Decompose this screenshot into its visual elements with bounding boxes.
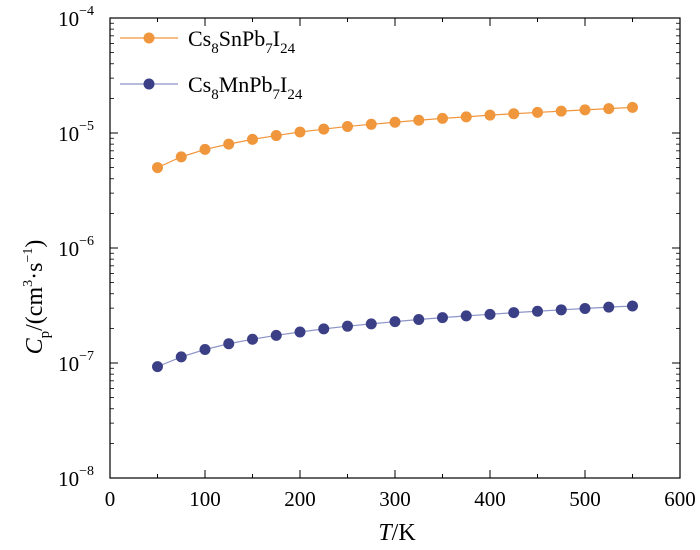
data-point [223,338,235,350]
legend: Cs8SnPb7I24 Cs8MnPb7I24 [120,26,303,103]
legend-label: Cs8SnPb7I24 [188,26,296,57]
data-point [294,126,306,138]
data-point [247,133,258,145]
data-point [603,103,615,115]
x-tick-label: 400 [474,487,506,511]
data-point [508,307,520,319]
x-tick-label: 100 [189,487,221,511]
data-point [413,313,425,325]
data-point [270,130,282,142]
x-tick-label: 300 [379,487,411,511]
data-point [555,304,567,316]
data-point [175,151,187,163]
y-tick-label: 10−5 [58,119,94,146]
data-point [365,318,377,330]
data-point [460,310,472,322]
series-2 [152,300,638,373]
data-point [508,108,520,120]
data-point [389,316,401,328]
data-point [532,106,543,118]
series-1 [152,101,638,174]
x-axis: 0 100 200 300 400 500 600 [105,18,696,511]
data-point [460,111,472,123]
data-point [437,112,448,124]
legend-label: Cs8MnPb7I24 [188,72,303,103]
data-point [318,123,330,135]
y-tick-label: 10−4 [58,4,94,31]
data-point [579,104,591,116]
data-point [152,361,163,373]
y-tick-label: 10−7 [58,349,94,376]
data-point [199,344,211,356]
data-point [627,300,638,312]
data-point [342,320,353,332]
y-axis: 10−8 10−7 10−6 10−5 10−4 [58,4,680,491]
data-point [484,109,496,121]
data-point [413,114,425,126]
x-tick-label: 200 [284,487,316,511]
data-point [603,301,615,313]
data-point [270,329,282,341]
legend-marker [143,32,155,44]
data-point [532,305,543,317]
y-axis-title: Cp/(cm3·s−1) [21,240,53,355]
data-point [389,116,401,128]
data-point [152,162,163,174]
x-tick-label: 500 [569,487,601,511]
x-tick-label: 0 [105,487,116,511]
y-tick-label: 10−6 [58,234,94,261]
data-point [365,118,377,130]
y-tick-label: 10−8 [58,464,94,491]
data-point [199,143,211,155]
data-point [484,308,496,320]
data-point [247,333,258,345]
data-point [579,302,591,314]
data-point [223,138,235,150]
x-tick-label: 600 [664,487,696,511]
data-point [175,351,187,363]
data-point [294,326,306,338]
series-layer [152,101,638,373]
data-point [627,101,638,113]
x-axis-title: T/K [378,520,416,546]
data-point [342,120,353,132]
data-point [555,105,567,117]
data-point [318,323,330,335]
data-point [437,312,448,324]
legend-marker [143,78,155,90]
